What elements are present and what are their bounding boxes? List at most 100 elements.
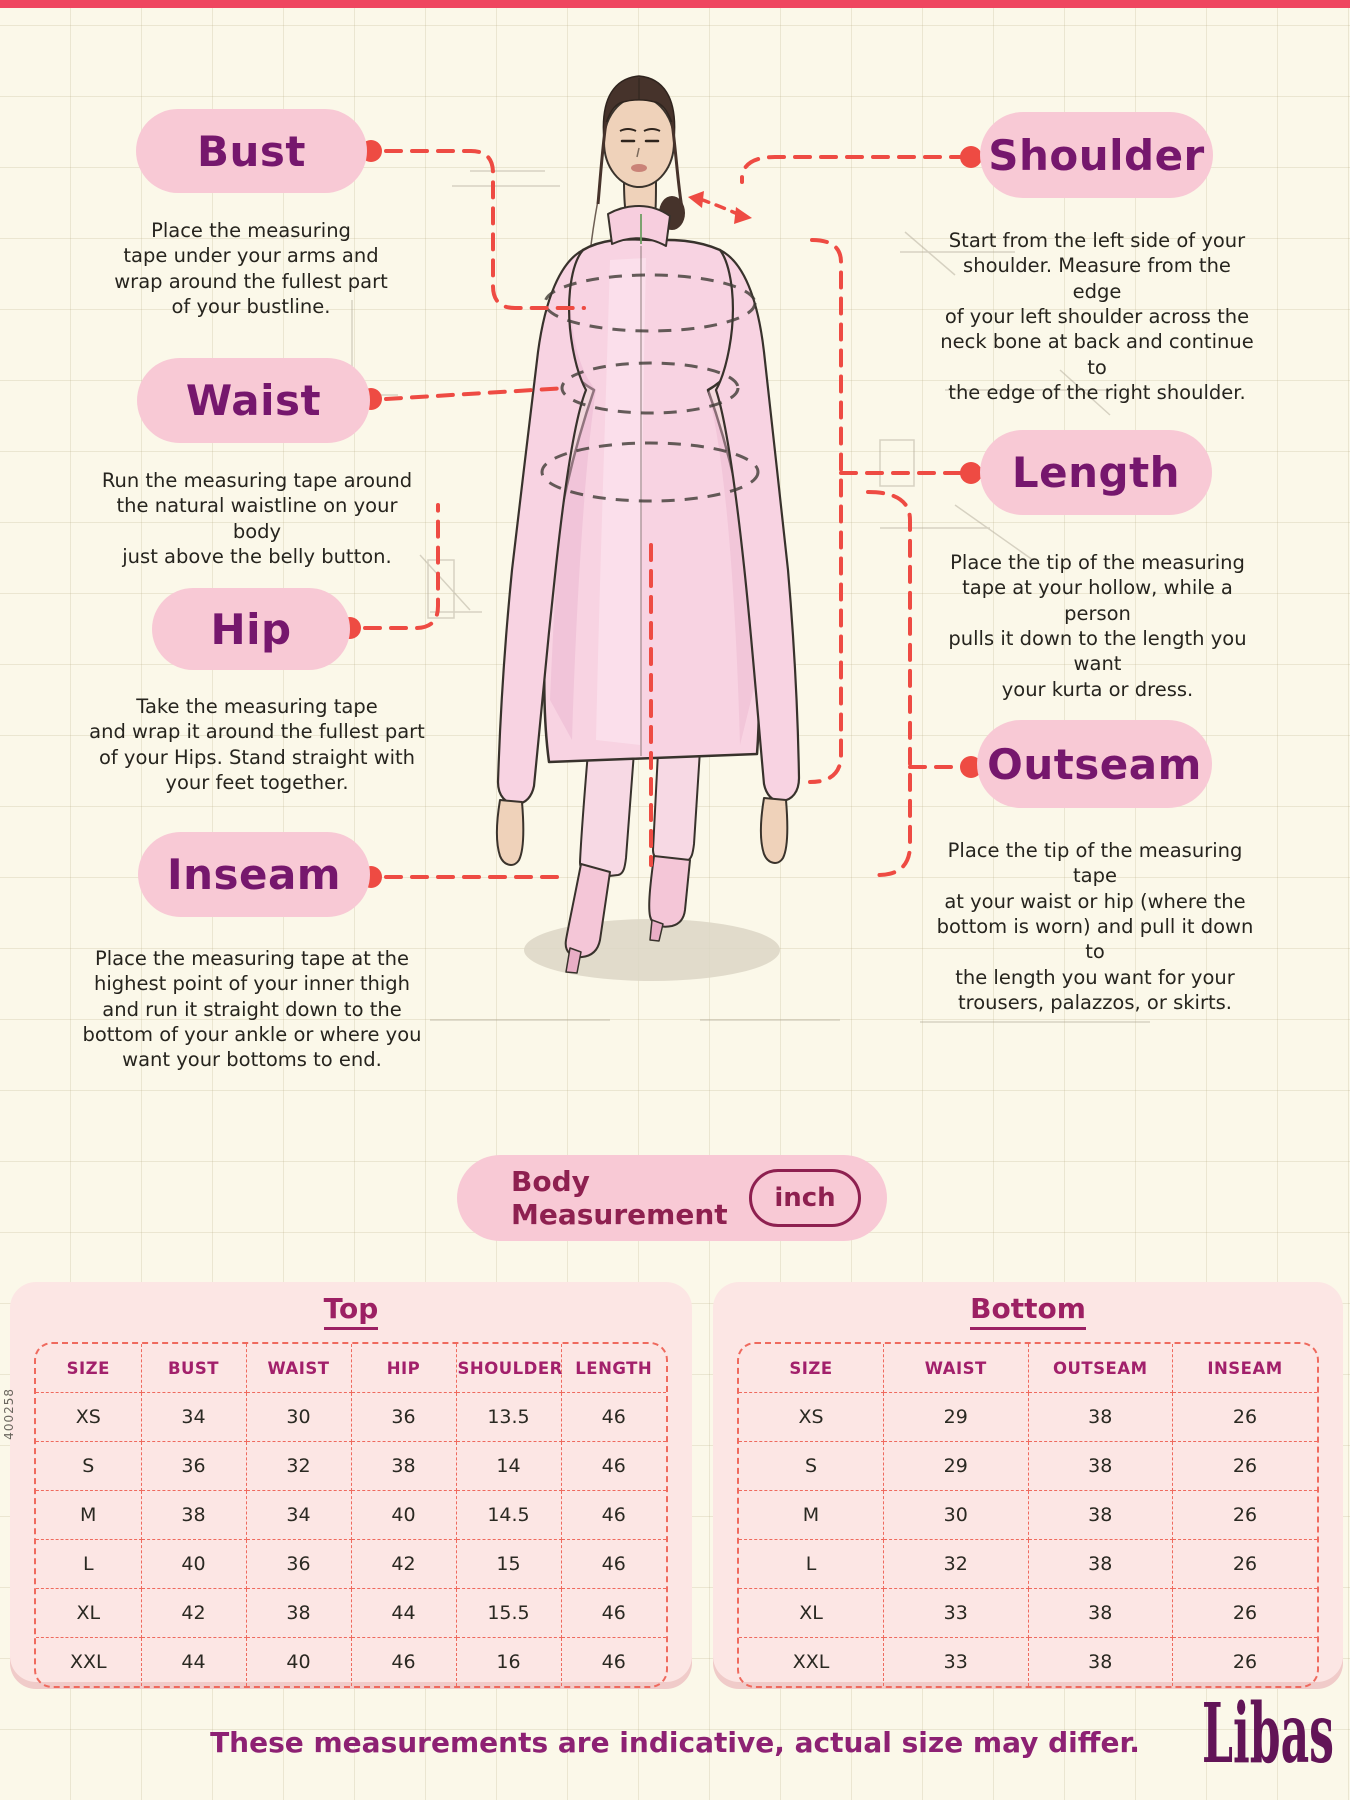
table-header-row: SIZE WAIST OUTSEAM INSEAM [739, 1344, 1317, 1393]
table-cell: 46 [560, 1539, 666, 1589]
table-cell: 26 [1172, 1392, 1317, 1442]
table-cell: 32 [245, 1441, 352, 1491]
table-cell: 40 [350, 1490, 457, 1540]
shoulder-description: Start from the left side of your shoulde… [940, 229, 1254, 405]
hip-label-pill: Hip [152, 588, 350, 670]
table-cell: 46 [560, 1490, 666, 1540]
table-row: M 30 38 26 [739, 1490, 1317, 1540]
column-header: SIZE [36, 1344, 142, 1393]
top-size-card: Top SIZE BUST WAIST HIP SHOULDER LENGTH XS 34 30… [10, 1282, 692, 1688]
inseam-label-pill: Inseam [138, 832, 370, 917]
table-cell: 26 [1172, 1441, 1317, 1491]
table-cell: L [739, 1539, 884, 1589]
table-cell: 15 [455, 1539, 562, 1589]
length-bracket [808, 238, 843, 784]
waist-label-pill: Waist [137, 358, 370, 443]
bust-description: Place the measuring tape under your arms… [114, 219, 388, 319]
top-accent-strip [0, 0, 1350, 8]
bust-connector [384, 149, 586, 310]
table-cell: 38 [1027, 1490, 1173, 1540]
table-cell: 44 [350, 1588, 457, 1638]
fashion-model [496, 75, 801, 974]
table-cell: XS [36, 1392, 142, 1442]
table-cell: 29 [883, 1392, 1029, 1442]
table-row: S 36 32 38 14 46 [36, 1441, 666, 1491]
table-cell: 30 [245, 1392, 352, 1442]
table-row: L 32 38 26 [739, 1539, 1317, 1589]
table-header-row: SIZE BUST WAIST HIP SHOULDER LENGTH [36, 1344, 666, 1393]
column-header: BUST [140, 1344, 247, 1393]
column-header: SHOULDER [455, 1344, 562, 1393]
body-measurement-label: Body Measurement [511, 1165, 728, 1231]
table-row: XS 34 30 36 13.5 46 [36, 1392, 666, 1442]
table-cell: 36 [245, 1539, 352, 1589]
table-cell: 32 [883, 1539, 1029, 1589]
column-header: HIP [350, 1344, 457, 1393]
table-cell: 30 [883, 1490, 1029, 1540]
column-header: LENGTH [560, 1344, 666, 1393]
table-cell: 38 [350, 1441, 457, 1491]
table-cell: 44 [140, 1637, 247, 1686]
measurement-ellipses [540, 273, 760, 503]
table-cell: 29 [883, 1441, 1029, 1491]
length-label: Length [1011, 448, 1181, 497]
table-cell: 34 [140, 1392, 247, 1442]
table-row: XL 42 38 44 15.5 46 [36, 1588, 666, 1638]
table-row: M 38 34 40 14.5 46 [36, 1490, 666, 1540]
bottom-size-card: Bottom SIZE WAIST OUTSEAM INSEAM XS 29 38 26 S 29… [713, 1282, 1343, 1688]
top-table-frame: SIZE BUST WAIST HIP SHOULDER LENGTH XS 34 30 36 13… [34, 1342, 668, 1688]
table-cell: XXL [739, 1637, 884, 1686]
connector-arrowheads [688, 191, 752, 224]
table-cell: 36 [350, 1392, 457, 1442]
column-header: INSEAM [1172, 1344, 1317, 1393]
table-cell: 46 [560, 1637, 666, 1686]
outseam-label: Outseam [987, 739, 1202, 789]
table-cell: S [36, 1441, 142, 1491]
table-cell: 26 [1172, 1637, 1317, 1686]
table-cell: 34 [245, 1490, 352, 1540]
hip-description: Take the measuring tape and wrap it arou… [89, 695, 425, 795]
column-header: WAIST [883, 1344, 1029, 1393]
table-cell: 26 [1172, 1490, 1317, 1540]
table-cell: 42 [140, 1588, 247, 1638]
bottom-table-frame: SIZE WAIST OUTSEAM INSEAM XS 29 38 26 S 29 38 26 M 30… [737, 1342, 1319, 1688]
table-cell: 26 [1172, 1588, 1317, 1638]
table-cell: 38 [1027, 1441, 1173, 1491]
waist-label: Waist [185, 376, 322, 425]
table-cell: 46 [560, 1392, 666, 1442]
bust-label-pill: Bust [136, 109, 367, 193]
bust-label: Bust [197, 126, 306, 176]
table-cell: M [36, 1490, 142, 1540]
table-cell: 15.5 [455, 1588, 562, 1638]
top-size-table: SIZE BUST WAIST HIP SHOULDER LENGTH XS 34 30 36 13… [36, 1344, 666, 1686]
table-cell: 16 [455, 1637, 562, 1686]
bottom-size-table: SIZE WAIST OUTSEAM INSEAM XS 29 38 26 S 29 38 26 M 30… [739, 1344, 1317, 1686]
table-cell: 40 [140, 1539, 247, 1589]
table-cell: S [739, 1441, 884, 1491]
table-row: XS 29 38 26 [739, 1392, 1317, 1442]
hip-connector [363, 503, 440, 630]
table-row: XXL 33 38 26 [739, 1637, 1317, 1686]
table-cell: 38 [1027, 1637, 1173, 1686]
sku-code: 400258 [2, 1388, 16, 1440]
top-table-title: Top [10, 1292, 692, 1330]
waist-connector [384, 386, 568, 401]
table-row: XL 33 38 26 [739, 1588, 1317, 1638]
table-row: S 29 38 26 [739, 1441, 1317, 1491]
table-cell: 46 [350, 1637, 457, 1686]
brand-logo: Libas [1202, 1688, 1334, 1780]
connector-lines [363, 149, 968, 879]
length-description: Place the tip of the measuring tape at y… [948, 551, 1247, 701]
table-cell: XS [739, 1392, 884, 1442]
column-header: SIZE [739, 1344, 884, 1393]
unit-toggle-button[interactable]: inch [749, 1169, 861, 1227]
column-header: WAIST [245, 1344, 352, 1393]
table-cell: 14.5 [455, 1490, 562, 1540]
disclaimer-text: These measurements are indicative, actua… [210, 1726, 1140, 1759]
column-header: OUTSEAM [1027, 1344, 1173, 1393]
table-cell: 40 [245, 1637, 352, 1686]
table-cell: XL [36, 1588, 142, 1638]
table-cell: 38 [1027, 1539, 1173, 1589]
inseam-description: Place the measuring tape at the highest … [82, 947, 422, 1072]
